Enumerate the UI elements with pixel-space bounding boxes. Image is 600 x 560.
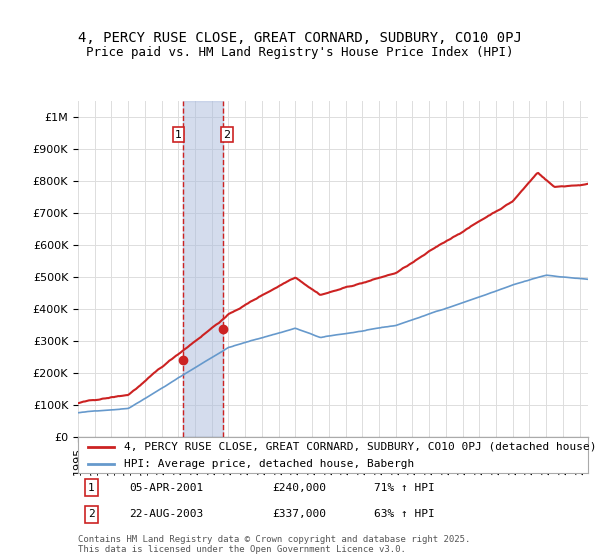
Text: 2: 2 bbox=[223, 129, 230, 139]
Text: 22-AUG-2003: 22-AUG-2003 bbox=[129, 509, 203, 519]
Text: 1: 1 bbox=[88, 483, 95, 493]
Text: Price paid vs. HM Land Registry's House Price Index (HPI): Price paid vs. HM Land Registry's House … bbox=[86, 46, 514, 59]
Text: HPI: Average price, detached house, Babergh: HPI: Average price, detached house, Babe… bbox=[124, 459, 414, 469]
Text: 4, PERCY RUSE CLOSE, GREAT CORNARD, SUDBURY, CO10 0PJ (detached house): 4, PERCY RUSE CLOSE, GREAT CORNARD, SUDB… bbox=[124, 442, 596, 452]
Text: £337,000: £337,000 bbox=[272, 509, 326, 519]
Text: Contains HM Land Registry data © Crown copyright and database right 2025.
This d: Contains HM Land Registry data © Crown c… bbox=[78, 535, 470, 554]
Bar bbox=[183, 101, 223, 437]
Text: 2: 2 bbox=[88, 509, 95, 519]
Text: 1: 1 bbox=[175, 129, 182, 139]
Text: 63% ↑ HPI: 63% ↑ HPI bbox=[374, 509, 434, 519]
Text: 4, PERCY RUSE CLOSE, GREAT CORNARD, SUDBURY, CO10 0PJ: 4, PERCY RUSE CLOSE, GREAT CORNARD, SUDB… bbox=[78, 31, 522, 45]
Text: £240,000: £240,000 bbox=[272, 483, 326, 493]
Text: 05-APR-2001: 05-APR-2001 bbox=[129, 483, 203, 493]
Text: 71% ↑ HPI: 71% ↑ HPI bbox=[374, 483, 434, 493]
